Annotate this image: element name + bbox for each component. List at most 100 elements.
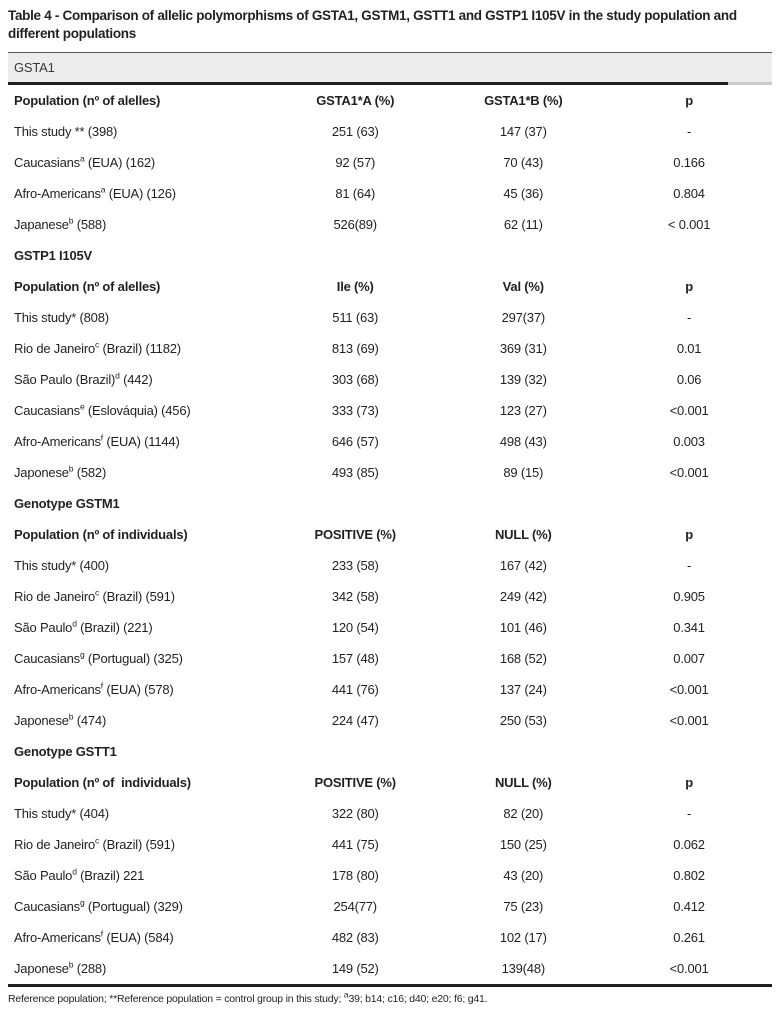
p-value-cell: - <box>687 806 692 821</box>
table-row: Japoneseb (288) 149 (52) 139(48) <0.001 <box>8 953 772 984</box>
value-cell: 511 (63) <box>332 310 379 325</box>
column-header: p <box>685 279 693 294</box>
population-cell: Rio de Janeiroc (Brazil) (1182) <box>8 341 270 356</box>
text-segment: (442) <box>119 372 153 387</box>
table-row: This study* (400) 233 (58) 167 (42) - <box>8 550 772 581</box>
text-segment: This study ** (398) <box>14 124 118 139</box>
value-cell: 482 (83) <box>331 930 379 945</box>
population-cell: Japaneseb (588) <box>8 217 270 232</box>
population-cell: Afro-Americansf (EUA) (578) <box>8 682 270 697</box>
text-segment: Caucasians <box>14 899 80 914</box>
text-segment: Afro-Americans <box>14 186 101 201</box>
text-segment: (EUA) (1144) <box>102 434 180 449</box>
population-cell: This study* (808) <box>8 310 270 325</box>
text-segment: Afro-Americans <box>14 682 101 697</box>
text-segment: (Brazil) (221) <box>76 620 153 635</box>
text-segment: (474) <box>73 713 107 728</box>
table-row: Afro-Americansf (EUA) (584) 482 (83) 102 (… <box>8 922 772 953</box>
text-segment: (Brazil) (591) <box>99 837 176 852</box>
reference-superscript: b <box>68 713 74 722</box>
value-cell: 139(48) <box>501 961 546 976</box>
table-row: This study* (808) 511 (63) 297(37) - <box>8 302 772 333</box>
reference-superscript: d <box>72 620 77 629</box>
value-cell: 813 (69) <box>331 341 379 356</box>
column-header: p <box>685 527 693 542</box>
text-segment: Rio de Janeiro <box>14 589 96 604</box>
p-value-cell: 0.06 <box>676 372 702 387</box>
table-row: This study* (404) 322 (80) 82 (20) - <box>8 798 772 829</box>
text-segment: (Brazil) (1182) <box>99 341 182 356</box>
value-cell: 102 (17) <box>499 930 547 945</box>
reference-superscript: d <box>115 372 120 381</box>
section-row-genotype-gstm1: Genotype GSTM1 <box>8 488 772 519</box>
reference-superscript: f <box>100 682 103 691</box>
value-cell: 441 (76) <box>331 682 379 697</box>
p-value-cell: <0.001 <box>669 682 709 697</box>
p-value-cell: 0.412 <box>673 899 705 914</box>
column-header: Population (nº of individuals) <box>14 527 188 542</box>
reference-superscript: d <box>72 868 77 877</box>
section-label: Genotype GSTM1 <box>14 496 120 511</box>
population-cell: This study* (404) <box>8 806 270 821</box>
population-cell: São Paulod (Brazil) 221 <box>8 868 270 883</box>
population-cell: Japoneseb (582) <box>8 465 270 480</box>
value-cell: 369 (31) <box>499 341 547 356</box>
p-value-cell: 0.261 <box>673 930 705 945</box>
text-segment: Caucasians <box>14 155 80 170</box>
value-cell: 157 (48) <box>331 651 379 666</box>
text-segment: Japonese <box>14 961 69 976</box>
table-row: Caucasianse (Eslováquia) (456) 333 (73) 12… <box>8 395 772 426</box>
text-segment: São Paulo <box>14 620 73 635</box>
population-cell: Afro-Americansa (EUA) (126) <box>8 186 270 201</box>
text-segment: (EUA) (578) <box>102 682 174 697</box>
reference-superscript: b <box>68 217 74 226</box>
value-cell: 342 (58) <box>331 589 379 604</box>
value-cell: 297(37) <box>501 310 546 325</box>
column-header: GSTA1*B (%) <box>484 93 563 108</box>
text-segment: (Eslováquia) (456) <box>84 403 191 418</box>
value-cell: 646 (57) <box>331 434 379 449</box>
population-cell: Japoneseb (474) <box>8 713 270 728</box>
value-cell: 70 (43) <box>503 155 544 170</box>
section-row-genotype-gstt1: Genotype GSTT1 <box>8 736 772 767</box>
column-header: GSTA1*A (%) <box>316 93 395 108</box>
reference-superscript: f <box>100 434 103 443</box>
column-header: Population (nº of alelles) <box>14 93 161 108</box>
section-label: GSTA1 <box>14 60 55 75</box>
value-cell: 333 (73) <box>331 403 379 418</box>
value-cell: 251 (63) <box>331 124 379 139</box>
text-segment: This study* (400) <box>14 558 109 573</box>
table-row: Caucasiansg (Portugual) (329) 254(77) 75 (… <box>8 891 772 922</box>
value-cell: 62 (11) <box>503 217 543 232</box>
value-cell: 498 (43) <box>499 434 547 449</box>
reference-superscript: c <box>95 341 100 350</box>
text-segment: São Paulo <box>14 868 73 883</box>
value-cell: 493 (85) <box>331 465 379 480</box>
value-cell: 137 (24) <box>499 682 547 697</box>
table-row: Japoneseb (474) 224 (47) 250 (53) <0.001 <box>8 705 772 736</box>
population-cell: Caucasianse (Eslováquia) (456) <box>8 403 270 418</box>
p-value-cell: - <box>687 124 692 139</box>
column-header: p <box>685 775 693 790</box>
value-cell: 250 (53) <box>499 713 547 728</box>
table-row: This study ** (398) 251 (63) 147 (37) - <box>8 116 772 147</box>
column-header: NULL (%) <box>494 775 552 790</box>
column-header: POSITIVE (%) <box>314 527 397 542</box>
text-segment: (582) <box>73 465 107 480</box>
population-cell: Caucasiansa (EUA) (162) <box>8 155 270 170</box>
p-value-cell: 0.802 <box>673 868 705 883</box>
table-row: Afro-Americansf (EUA) (1144) 646 (57) 498 … <box>8 426 772 457</box>
value-cell: 178 (80) <box>331 868 379 883</box>
text-segment: (Brazil) (591) <box>99 589 176 604</box>
p-value-cell: 0.166 <box>673 155 705 170</box>
text-segment: 39; b14; c16; d40; e20; f6; g41. <box>348 993 488 1005</box>
population-cell: Japoneseb (288) <box>8 961 270 976</box>
text-segment: Japonese <box>14 465 69 480</box>
value-cell: 149 (52) <box>331 961 379 976</box>
reference-superscript: c <box>95 589 100 598</box>
reference-superscript: c <box>95 837 100 846</box>
column-header: p <box>685 93 693 108</box>
p-value-cell: 0.804 <box>673 186 705 201</box>
value-cell: 167 (42) <box>499 558 547 573</box>
table-row: Afro-Americansf (EUA) (578) 441 (76) 137 (… <box>8 674 772 705</box>
